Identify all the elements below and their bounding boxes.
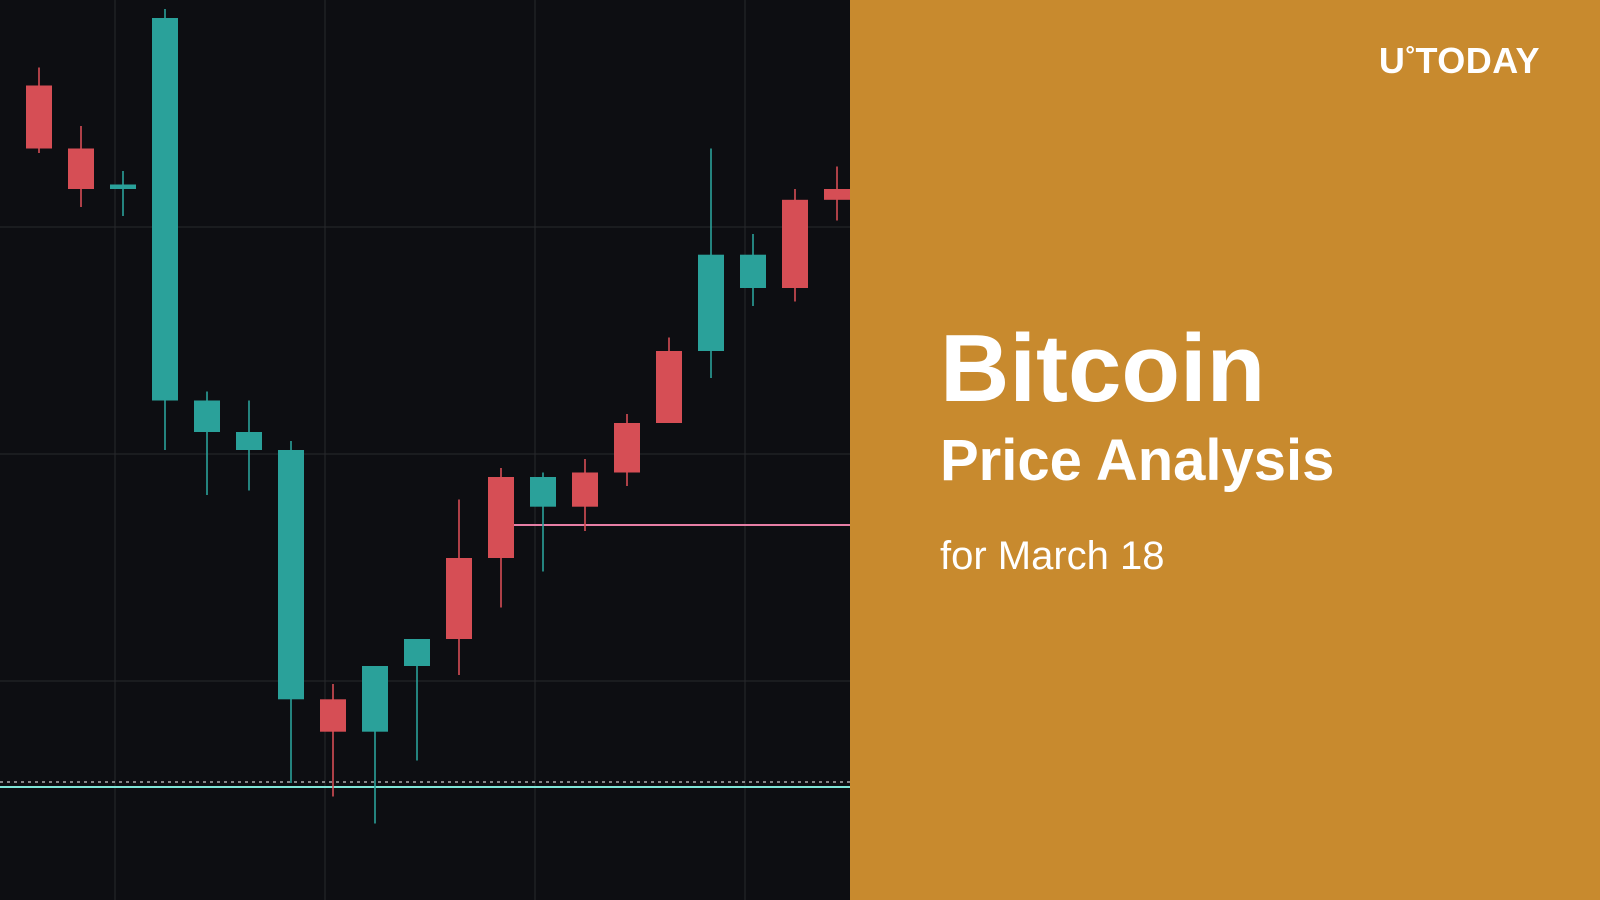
logo-degree-icon: ° [1405,42,1415,69]
logo-prefix: U [1379,40,1406,81]
candlestick-chart-svg [0,0,850,900]
title-subtitle: Price Analysis [940,429,1334,493]
root-container: U°TODAY Bitcoin Price Analysis for March… [0,0,1600,900]
article-info-panel: U°TODAY Bitcoin Price Analysis for March… [850,0,1600,900]
candlestick-chart-panel [0,0,850,900]
title-main: Bitcoin [940,321,1265,417]
source-logo: U°TODAY [1379,40,1540,82]
logo-suffix: TODAY [1415,40,1540,81]
title-date: for March 18 [940,534,1165,579]
